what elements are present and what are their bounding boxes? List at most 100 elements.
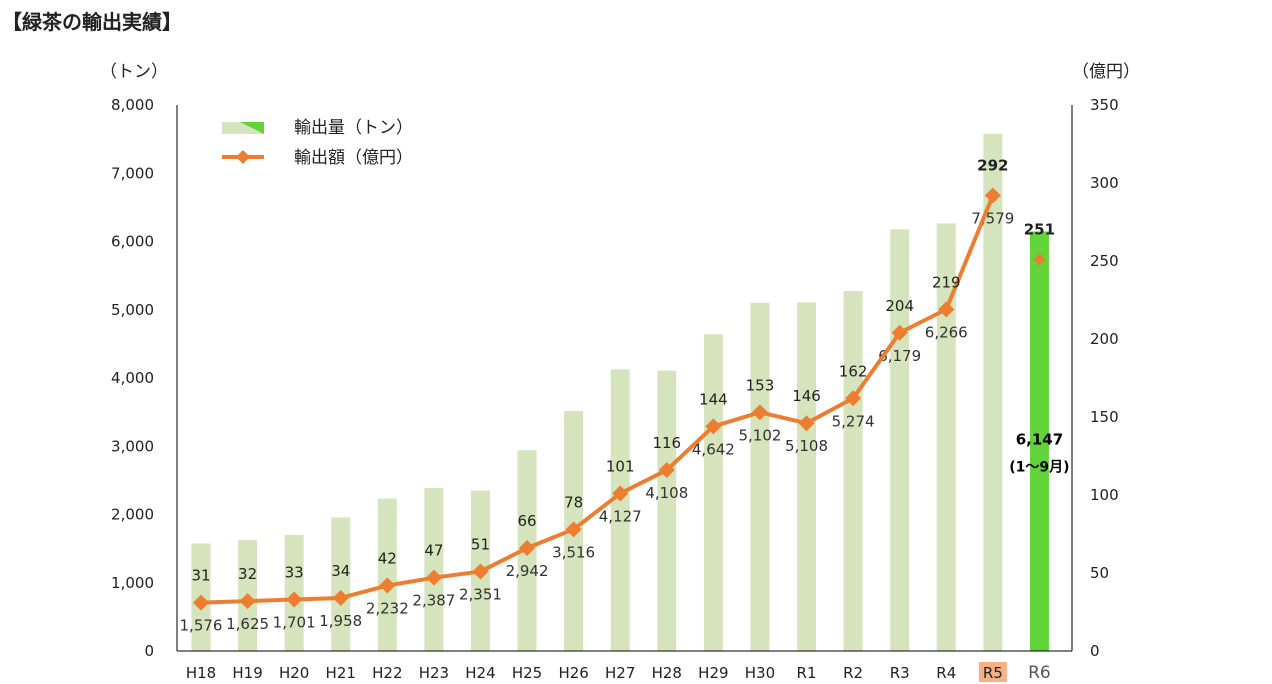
bar <box>657 370 677 651</box>
line-marker <box>891 324 908 341</box>
export-value-line <box>200 194 995 605</box>
bar-value-label: 5,108 <box>785 437 828 455</box>
y-left-tick-label: 0 <box>144 642 154 660</box>
x-tick-label: H28 <box>652 664 682 682</box>
y-left-tick-label: 3,000 <box>111 437 154 455</box>
y-left-tick-label: 2,000 <box>111 506 154 524</box>
bar <box>843 291 863 651</box>
bar-value-label: 1,701 <box>273 614 316 632</box>
bar-value-label: 2,387 <box>412 592 455 610</box>
line-value-label: 153 <box>746 376 775 394</box>
x-tick-label: H25 <box>512 664 542 682</box>
line-value-label: 292 <box>977 156 1008 174</box>
line-value-label: 144 <box>699 390 728 408</box>
bar-value-label: 3,516 <box>552 543 595 561</box>
y-left-tick-label: 5,000 <box>111 301 154 319</box>
line-value-label: 101 <box>606 457 635 475</box>
line-marker <box>286 591 303 608</box>
bar <box>1029 231 1049 651</box>
line-marker <box>379 577 396 594</box>
bar-value-label: 2,232 <box>366 599 409 617</box>
y-right-unit-label: （億円） <box>1072 62 1140 82</box>
line-value-label: 116 <box>652 434 681 452</box>
bar <box>377 498 397 651</box>
bar-value-label: 5,274 <box>832 412 875 430</box>
line-value-label: 162 <box>839 362 868 380</box>
bar <box>890 229 910 651</box>
line-value-label: 66 <box>518 512 537 530</box>
x-tick-label: H20 <box>279 664 309 682</box>
line-value-label: 47 <box>424 542 443 560</box>
line-marker <box>472 563 489 580</box>
legend-bar-swatch-accent <box>240 122 264 134</box>
line-marker <box>751 404 768 421</box>
x-tick-label: H29 <box>698 664 728 682</box>
x-tick-label: R2 <box>843 664 863 682</box>
x-tick-label: H30 <box>745 664 775 682</box>
line-marker <box>798 415 815 432</box>
x-tick-label: H19 <box>232 664 262 682</box>
line-marker <box>519 540 536 557</box>
line-value-label: 33 <box>285 564 304 582</box>
bar <box>797 302 817 651</box>
y-right-tick-label: 250 <box>1090 252 1119 270</box>
x-tick-label: H23 <box>419 664 449 682</box>
line-marker <box>938 301 955 318</box>
y-right-tick-label: 100 <box>1090 486 1119 504</box>
y-left-tick-label: 4,000 <box>111 369 154 387</box>
bar-value-label: 7,579 <box>971 209 1014 227</box>
line-marker <box>565 521 582 538</box>
bar <box>703 334 723 651</box>
x-tick-label: H24 <box>465 664 495 682</box>
bar-value-label: 4,642 <box>692 440 735 458</box>
line-marker <box>239 593 256 610</box>
y-right-tick-label: 50 <box>1090 564 1109 582</box>
line-marker <box>984 187 1001 204</box>
line-value-label: 78 <box>564 493 583 511</box>
x-tick-label: H22 <box>372 664 402 682</box>
bar <box>983 133 1003 651</box>
line-marker <box>705 418 722 435</box>
bar <box>750 302 770 651</box>
line-value-label: 42 <box>378 549 397 567</box>
page-title: 【緑茶の輸出実績】 <box>2 10 182 34</box>
bar-value-label: 1,576 <box>180 617 223 635</box>
x-tick-label: R4 <box>936 664 956 682</box>
y-left-tick-label: 8,000 <box>111 96 154 114</box>
legend-line-marker <box>236 150 250 164</box>
bar-value-label: 2,351 <box>459 585 502 603</box>
line-value-label: 51 <box>471 535 490 553</box>
bar-value-label: 6,266 <box>925 323 968 341</box>
line-marker <box>1033 253 1046 266</box>
x-tick-label: R5 <box>983 664 1003 682</box>
bar <box>331 517 351 651</box>
line-value-label: 31 <box>191 567 210 585</box>
line-value-label: 251 <box>1024 220 1055 238</box>
line-marker <box>193 594 209 611</box>
bar-value-label: 1,625 <box>226 615 269 633</box>
x-tick-label: R1 <box>797 664 817 682</box>
x-tick-label: R6 <box>1028 663 1051 683</box>
bar <box>424 488 444 651</box>
y-right-tick-label: 200 <box>1090 330 1119 348</box>
y-right-tick-label: 0 <box>1090 642 1100 660</box>
line-marker <box>425 569 442 586</box>
line-marker <box>612 485 629 502</box>
x-tick-label: H18 <box>186 664 216 682</box>
y-right-tick-label: 150 <box>1090 408 1119 426</box>
line-value-label: 219 <box>932 273 961 291</box>
line-value-label: 204 <box>885 297 914 315</box>
x-tick-label: H21 <box>326 664 356 682</box>
y-right-tick-label: 300 <box>1090 174 1119 192</box>
x-tick-label: H26 <box>558 664 588 682</box>
line-marker <box>332 589 349 606</box>
y-left-tick-label: 7,000 <box>111 164 154 182</box>
bar <box>610 369 630 651</box>
bar-value-label: 2,942 <box>506 562 549 580</box>
legend-line-label: 輸出額（億円） <box>294 148 413 168</box>
y-left-unit-label: （トン） <box>100 62 168 82</box>
y-right-tick-label: 350 <box>1090 96 1119 114</box>
y-left-tick-label: 1,000 <box>111 574 154 592</box>
bar-value-label: 4,127 <box>599 507 642 525</box>
